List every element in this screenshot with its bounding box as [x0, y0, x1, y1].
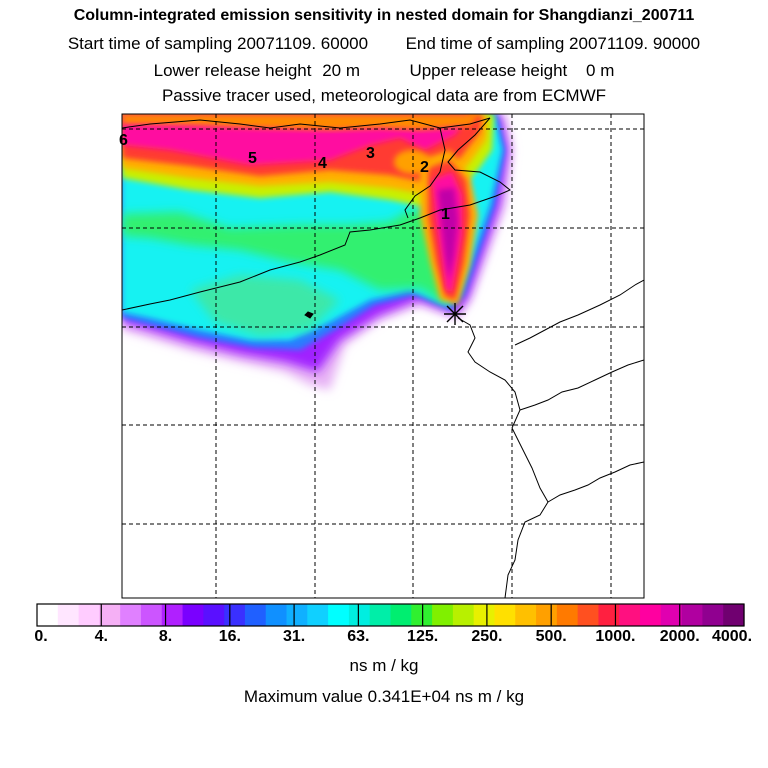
colorbar-cell — [37, 604, 59, 626]
contour-label-3: 3 — [366, 145, 375, 162]
lower-label: Lower release height — [153, 61, 312, 80]
contour-label-2: 2 — [420, 159, 429, 176]
colorbar-units: ns m / kg — [349, 656, 419, 675]
colorbar-cell — [390, 604, 412, 626]
colorbar-label: 0. — [34, 628, 48, 645]
upper-value: 0 m — [586, 61, 615, 80]
colorbar-label: 4000. — [711, 628, 753, 645]
release-heights: Lower release height 20 m Upper release … — [0, 61, 768, 81]
colorbar-label: 8. — [158, 628, 173, 645]
colorbar-ticks — [100, 604, 681, 626]
tracer-note: Passive tracer used, meteorological data… — [161, 86, 607, 105]
map-frame — [121, 113, 645, 599]
lower-value: 20 m — [322, 61, 360, 80]
start-value: 20071109. 60000 — [236, 34, 369, 53]
colorbar-cell — [286, 604, 308, 626]
colorbar-cell — [161, 604, 184, 626]
colorbar-cell — [681, 604, 704, 626]
colorbar-label: 500. — [535, 628, 567, 645]
figure-title: Column-integrated emission sensitivity i… — [73, 7, 695, 24]
start-label: Start time of sampling — [67, 34, 233, 53]
colorbar-label: 31. — [282, 628, 306, 645]
colorbar-cell — [140, 604, 163, 626]
colorbar-cell — [99, 604, 121, 626]
colorbar-cell — [328, 604, 350, 626]
colorbar-cell — [556, 604, 579, 626]
contour-label-4: 4 — [318, 155, 327, 172]
colorbar-cell — [411, 604, 433, 626]
contour-label-1: 1 — [441, 206, 450, 223]
colorbar-cell — [723, 604, 745, 626]
colorbar-cell — [577, 604, 600, 626]
contour-labels: 6 5 4 3 2 1 — [119, 132, 450, 223]
colorbar-cell — [473, 604, 496, 626]
colorbar-cell — [640, 604, 662, 626]
end-value: 20071109. 90000 — [569, 34, 701, 53]
colorbar-cell — [494, 604, 516, 626]
end-label: End time of sampling — [405, 34, 565, 53]
star-icon — [444, 303, 466, 325]
colorbar-cell — [57, 604, 80, 626]
colorbar-cell — [702, 604, 724, 626]
colorbar-label: 4. — [94, 628, 108, 645]
coastlines — [122, 117, 644, 598]
colorbar-label: 125. — [407, 628, 439, 645]
colorbar-cells — [37, 604, 745, 626]
colorbar-cell — [369, 604, 392, 626]
colorbar-cell — [660, 604, 683, 626]
contour-label-5: 5 — [248, 150, 257, 167]
colorbar-cell — [120, 604, 142, 626]
maximum-value: Maximum value 0.341E+04 ns m / kg — [243, 687, 525, 706]
colorbar-cell — [432, 604, 454, 626]
colorbar-label: 2000. — [659, 628, 700, 645]
colorbar-cell — [619, 604, 641, 626]
colorbar-label: 250. — [471, 628, 503, 645]
upper-label: Upper release height — [409, 61, 568, 80]
sampling-times: Start time of sampling 20071109. 60000 E… — [0, 34, 768, 54]
colorbar-cell — [78, 604, 100, 626]
colorbar-cell — [265, 604, 288, 626]
colorbar-cell — [182, 604, 204, 626]
lat-lon-grid — [122, 114, 644, 598]
colorbar-cell — [598, 604, 620, 626]
colorbar-cell — [452, 604, 475, 626]
colorbar-cell — [307, 604, 329, 626]
colorbar-cell — [348, 604, 371, 626]
contour-label-6: 6 — [119, 132, 128, 149]
colorbar-label: 1000. — [595, 628, 636, 645]
colorbar-frame — [36, 603, 745, 627]
colorbar-label: 16. — [218, 628, 241, 645]
colorbar-cell — [203, 604, 225, 626]
colorbar-cell — [515, 604, 537, 626]
colorbar-label: 63. — [347, 628, 370, 645]
colorbar-cell — [224, 604, 246, 626]
colorbar-cell — [536, 604, 558, 626]
colorbar-cell — [244, 604, 267, 626]
